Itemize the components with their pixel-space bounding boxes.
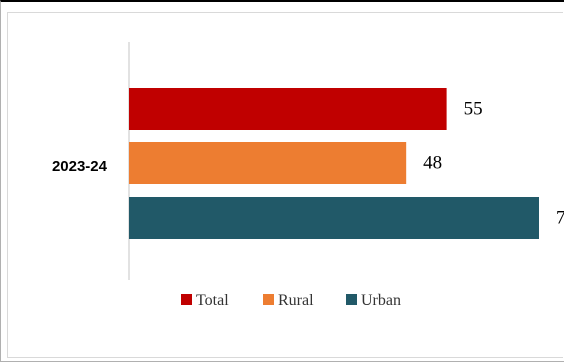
bar-total: [129, 88, 447, 130]
legend-swatch-total: [181, 294, 192, 305]
bar-rural: [129, 142, 407, 184]
legend-label-total: Total: [196, 292, 229, 309]
legend-swatch-urban: [346, 294, 357, 305]
legend-label-urban: Urban: [361, 292, 401, 309]
bar-urban: [129, 197, 539, 239]
bars-group: 55 48 71: [129, 88, 564, 239]
legend-label-rural: Rural: [278, 292, 314, 309]
data-label-rural: 48: [423, 152, 442, 173]
legend: Total Rural Urban: [181, 292, 401, 309]
data-label-total: 55: [464, 98, 483, 119]
category-label: 2023-24: [52, 158, 108, 175]
legend-swatch-rural: [263, 294, 274, 305]
chart-area-border: [7, 12, 563, 358]
data-label-urban: 71: [556, 207, 564, 228]
